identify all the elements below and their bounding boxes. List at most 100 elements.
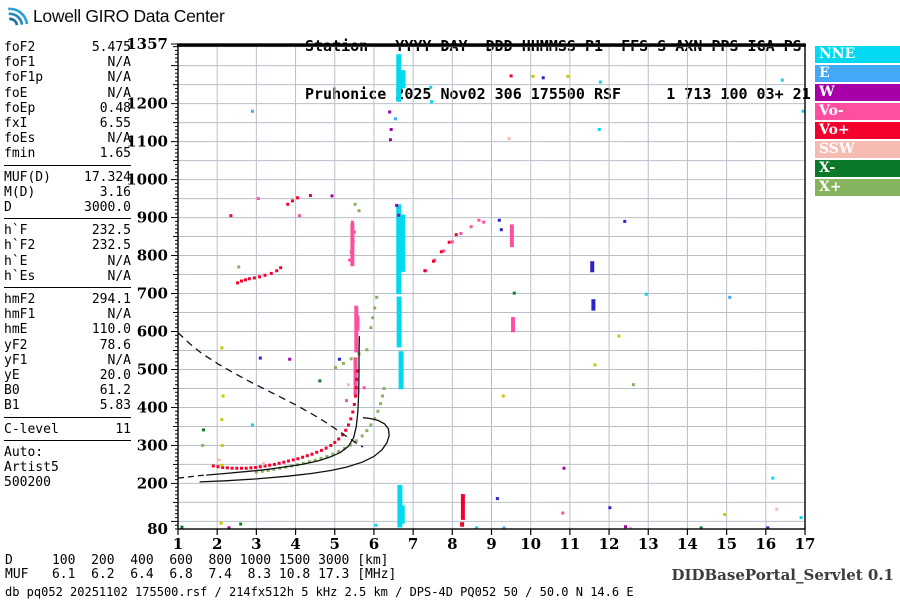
param-label: h`F [4,223,28,239]
param-row-ye: yE 20.0 [4,368,131,383]
param-row-hf: h`F 232.5 [4,223,131,238]
param-row-md: M(D) 3.16 [4,185,131,200]
panel-separator [4,218,131,220]
x-axis-label-12: 12 [599,535,620,553]
panel-separator [4,416,131,418]
param-row-500200: 500200 [4,475,131,490]
station-header-columns: Station YYYY DAY DDD HHMMSS P1 FFS S AXN… [305,37,802,55]
param-label: MUF(D) [4,169,51,185]
y-axis-label-300: 300 [137,436,168,454]
x-axis-label-17: 17 [795,535,816,553]
y-axis-label-80: 80 [147,520,168,538]
logo-title: Lowell GIRO Data Center [33,5,225,26]
param-label: 500200 [4,475,51,491]
param-row-hmf1: hmF1 N/A [4,307,131,322]
station-header-values: Pruhonice 2025 Nov02 306 175500 RSF 1 71… [305,85,811,103]
param-label: Artist5 [4,460,59,476]
param-label: foE [4,85,28,101]
param-value: N/A [107,352,131,368]
x-axis-label-13: 13 [638,535,659,553]
param-value: N/A [107,131,131,147]
x-axis-label-3: 3 [251,535,261,553]
param-row-fof1p: foF1p N/A [4,70,131,85]
param-label: h`Es [4,268,36,284]
param-label: C-level [4,421,59,437]
param-row-fof2: foF2 5.475 [4,40,131,55]
y-axis-label-1357: 1357 [126,35,168,53]
param-row-b0: B0 61.2 [4,383,131,398]
param-value: N/A [107,307,131,323]
param-label: B1 [4,398,20,414]
param-row-clevel: C-level 11 [4,422,131,437]
x-axis-label-7: 7 [408,535,418,553]
x-axis-label-15: 15 [716,535,737,553]
param-value: 232.5 [91,238,131,254]
param-row-artist5: Artist5 [4,460,131,475]
y-axis-label-1000: 1000 [126,171,168,189]
param-value: N/A [107,253,131,269]
scaled-parameters-panel: foF2 5.475 foF1 N/A foF1p N/A foE N/A foEp 0.48 fx… [4,40,131,490]
param-value: 17.324 [84,169,131,185]
param-value: 1.65 [99,146,131,162]
param-value: 61.2 [99,383,131,399]
giro-logo: Lowell GIRO Data Center [6,4,225,28]
param-row-auto: Auto: [4,445,131,460]
param-label: D [4,200,12,216]
y-axis-label-700: 700 [137,285,168,303]
legend-item-w: W [815,84,900,101]
x-axis-label-14: 14 [677,535,698,553]
x-axis-label-11: 11 [559,535,580,553]
y-axis-label-600: 600 [137,323,168,341]
param-value: 232.5 [91,223,131,239]
param-row-hmf2: hmF2 294.1 [4,292,131,307]
param-label: yE [4,368,20,384]
param-row-foes: foEs N/A [4,131,131,146]
y-axis-label-400: 400 [137,398,168,416]
param-row-hes: h`Es N/A [4,269,131,284]
param-label: foF1 [4,55,36,71]
param-value: 3.16 [99,184,131,200]
param-row-fof1: foF1 N/A [4,55,131,70]
param-row-foep: foEp 0.48 [4,101,131,116]
param-value: N/A [107,70,131,86]
panel-separator [4,287,131,289]
param-row-fxi: fxI 6.55 [4,116,131,131]
giro-wave-icon [6,4,30,28]
param-row-b1: B1 5.83 [4,398,131,413]
param-label: Auto: [4,444,44,460]
param-row-yf1: yF1 N/A [4,353,131,368]
x-axis-label-9: 9 [486,535,496,553]
x-axis-label-8: 8 [447,535,457,553]
y-axis-label-900: 900 [137,209,168,227]
param-label: h`F2 [4,238,36,254]
param-value: 110.0 [91,322,131,338]
legend-item-vo: Vo- [815,103,900,120]
param-label: hmE [4,322,28,338]
param-value: 20.0 [99,368,131,384]
param-row-d: D 3000.0 [4,200,131,215]
param-label: fmin [4,146,36,162]
y-axis-label-200: 200 [137,474,168,492]
echo-direction-legend: NNE E W Vo- Vo+ SSW X- X+ [815,46,900,198]
legend-item-nne: NNE [815,46,900,63]
x-axis-label-2: 2 [212,535,222,553]
param-label: fxI [4,116,28,132]
legend-item-ssw: SSW [815,141,900,158]
param-value: 5.475 [91,40,131,55]
param-label: h`E [4,253,28,269]
legend-item-x: X- [815,160,900,177]
panel-separator [4,439,131,441]
param-label: foF1p [4,70,44,86]
y-axis-label-1100: 1100 [126,133,168,151]
x-axis-label-16: 16 [755,535,776,553]
panel-separator [4,164,131,166]
param-row-yf2: yF2 78.6 [4,338,131,353]
param-label: foEs [4,131,36,147]
param-value: 0.48 [99,100,131,116]
param-label: foEp [4,100,36,116]
legend-item-x: X+ [815,179,900,196]
param-value: N/A [107,55,131,71]
muf-frequency-row: MUF 6.1 6.2 6.4 6.8 7.4 8.3 10.8 17.3 [M… [5,567,397,582]
param-label: M(D) [4,184,36,200]
x-axis-label-5: 5 [330,535,340,553]
